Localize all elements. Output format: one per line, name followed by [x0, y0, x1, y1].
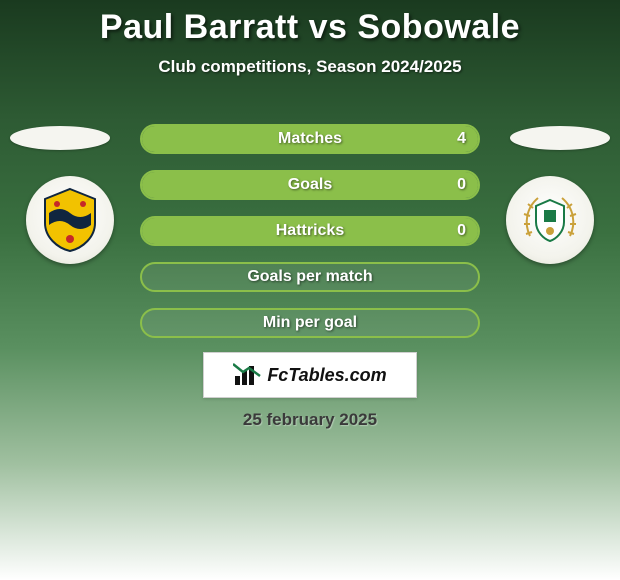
stat-label: Min per goal [263, 314, 357, 332]
southport-crest-icon [35, 185, 105, 255]
stat-label: Matches [278, 130, 342, 148]
stat-row: Min per goal [140, 308, 480, 338]
stat-value-right: 0 [457, 176, 466, 194]
club-crest-right [500, 176, 600, 264]
stat-value-right: 0 [457, 222, 466, 240]
player-halo-left [10, 126, 110, 150]
brand-text: FcTables.com [267, 365, 386, 386]
page-title: Paul Barratt vs Sobowale [0, 0, 620, 47]
stats-container: Matches 4 Goals 0 Hattricks 0 Goals per match M… [140, 124, 480, 354]
season-subtitle: Club competitions, Season 2024/2025 [0, 57, 620, 77]
club-crest-left [20, 176, 120, 264]
laurel-crest-icon [514, 184, 586, 256]
stat-row: Goals per match [140, 262, 480, 292]
stat-row: Matches 4 [140, 124, 480, 154]
stat-label: Goals per match [247, 268, 372, 286]
stat-row: Goals 0 [140, 170, 480, 200]
stat-label: Hattricks [276, 222, 344, 240]
brand-box[interactable]: FcTables.com [203, 352, 417, 398]
stat-value-right: 4 [457, 130, 466, 148]
stat-row: Hattricks 0 [140, 216, 480, 246]
crest-left-icon [26, 176, 114, 264]
snapshot-date: 25 february 2025 [0, 410, 620, 430]
stat-label: Goals [288, 176, 332, 194]
bar-chart-icon [233, 362, 261, 388]
player-halo-right [510, 126, 610, 150]
crest-right-icon [506, 176, 594, 264]
